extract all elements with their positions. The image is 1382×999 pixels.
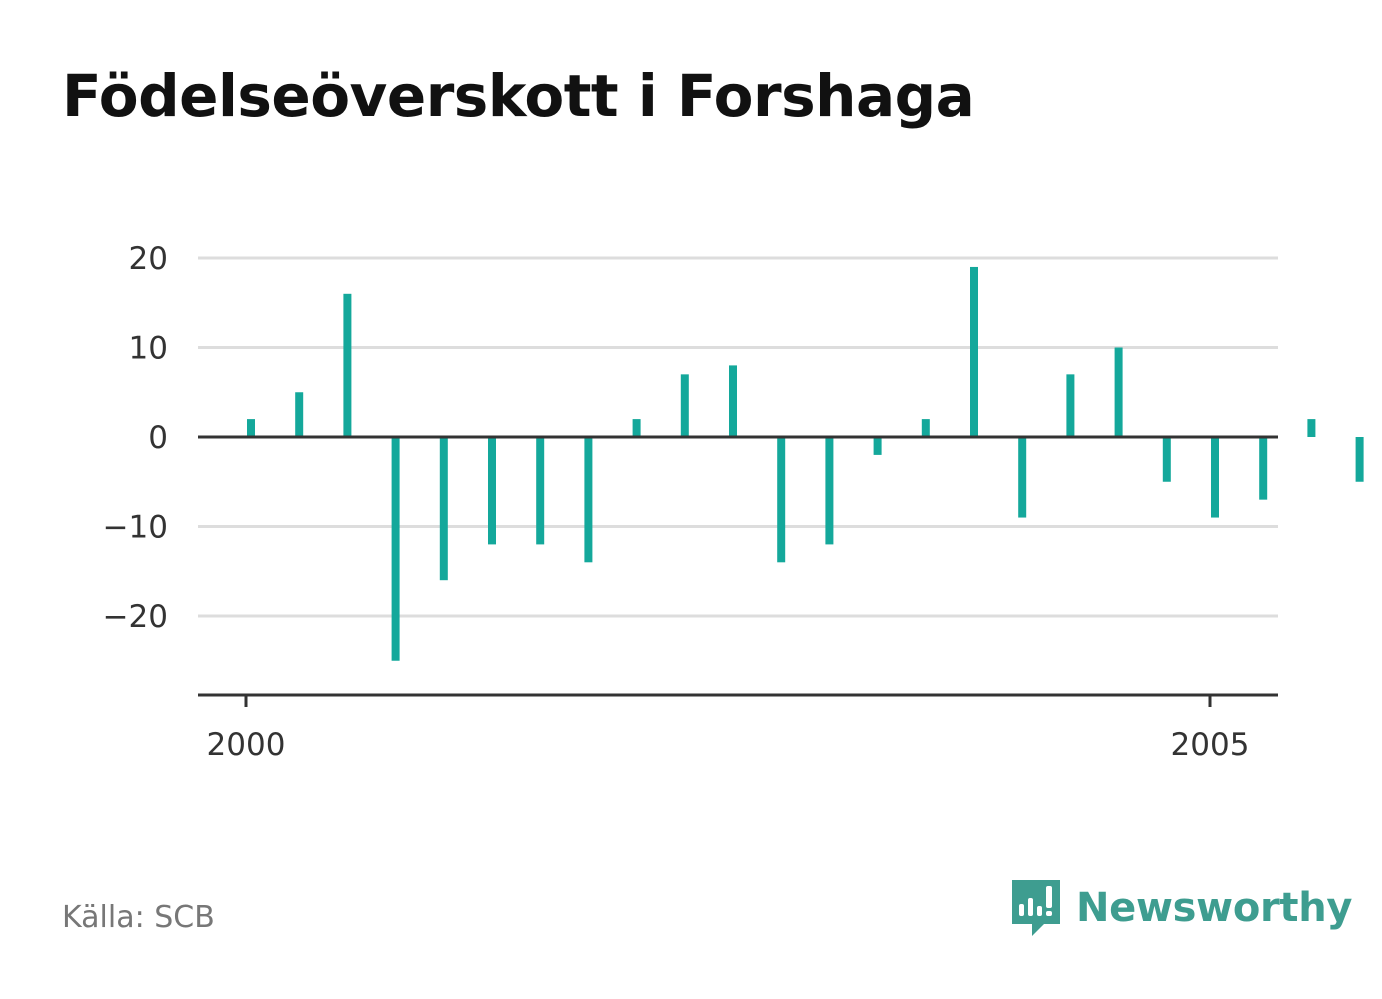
- source-note: Källa: SCB: [62, 900, 215, 935]
- newsworthy-logo-icon: [1012, 880, 1060, 936]
- brand-name: Newsworthy: [1076, 885, 1353, 931]
- bar: [1066, 374, 1075, 437]
- bar: [488, 437, 496, 545]
- newsworthy-logo[interactable]: Newsworthy: [1010, 878, 1353, 938]
- bar: [825, 437, 834, 545]
- bar: [1211, 437, 1219, 518]
- bar: [970, 266, 978, 437]
- bars: [247, 266, 1364, 661]
- gridlines: [198, 256, 1278, 618]
- y-axis: 20 10 0 −10 −20: [103, 241, 168, 635]
- bar: [632, 419, 641, 437]
- bar: [873, 437, 882, 455]
- bar: [584, 437, 593, 563]
- bar: [1307, 419, 1316, 437]
- bar: [536, 437, 545, 545]
- bar: [680, 374, 689, 437]
- bar: [391, 437, 400, 661]
- bar: [1162, 437, 1171, 482]
- bar: [777, 437, 786, 563]
- y-tick-label: −10: [103, 510, 168, 546]
- y-tick-label: 10: [129, 331, 168, 367]
- bar: [439, 437, 448, 581]
- x-axis: 200020052010201520202025: [207, 695, 1250, 763]
- bar: [1018, 437, 1027, 518]
- bar: [247, 419, 255, 437]
- bar: [1259, 437, 1268, 500]
- bar: [1114, 347, 1123, 437]
- y-tick-label: 0: [148, 420, 168, 456]
- bar: [343, 293, 352, 437]
- chart-title: Födelseöverskott i Forshaga: [62, 62, 975, 130]
- bar: [295, 392, 304, 437]
- bar: [1355, 437, 1364, 482]
- y-tick-label: −20: [103, 599, 168, 635]
- bar: [921, 419, 930, 437]
- x-tick-label: 2000: [207, 727, 286, 763]
- y-tick-label: 20: [129, 241, 168, 277]
- x-tick-label: 2005: [1171, 727, 1250, 763]
- bar: [729, 365, 737, 437]
